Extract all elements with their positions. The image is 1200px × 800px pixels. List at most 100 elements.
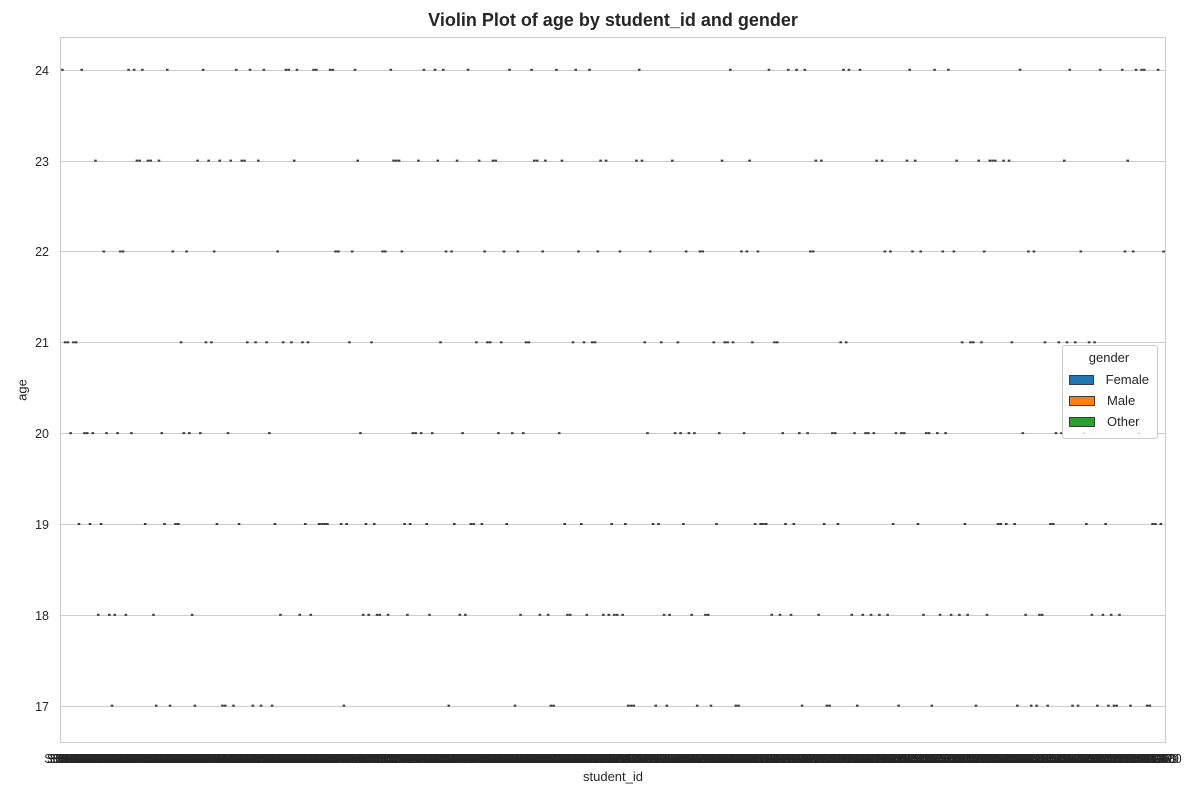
x-tick-label: S0267	[778, 752, 814, 766]
x-tick-label: S0161	[486, 752, 522, 766]
x-tick-label: S0039	[149, 752, 185, 766]
x-tick-label: S0004	[53, 752, 89, 766]
x-tick-label: S0208	[616, 752, 652, 766]
x-tick-label: S0358	[1030, 752, 1066, 766]
x-tick-label: S0065	[221, 752, 257, 766]
x-tick-label: S0355	[1021, 752, 1057, 766]
x-tick-label: S0391	[1121, 752, 1157, 766]
x-tick-label: S0381	[1093, 752, 1129, 766]
x-tick-label: S0180	[538, 752, 574, 766]
x-tick-label: S0079	[260, 752, 296, 766]
x-tick-label: S0280	[814, 752, 850, 766]
x-tick-label: S0135	[414, 752, 450, 766]
x-tick-label: S0286	[831, 752, 867, 766]
x-tick-label: S0112	[351, 752, 386, 766]
x-tick-label: S0249	[729, 752, 765, 766]
x-tick-label: S0390	[1118, 752, 1154, 766]
x-tick-label: S0396	[1135, 752, 1171, 766]
x-tick-label: S0172	[516, 752, 552, 766]
x-tick-labels: S0001S0002S0003S0004S0005S0006S0007S0008…	[44, 752, 1181, 766]
x-tick-label: S0229	[674, 752, 710, 766]
x-tick-label: S0103	[326, 752, 362, 766]
x-tick-label: S0160	[483, 752, 519, 766]
x-tick-label: S0101	[320, 752, 356, 766]
x-tick-label: S0009	[66, 752, 102, 766]
x-tick-label: S0287	[834, 752, 870, 766]
x-tick-label: S0147	[447, 752, 483, 766]
x-tick-label: S0216	[638, 752, 674, 766]
x-tick-label: S0128	[395, 752, 431, 766]
x-tick-label: S0019	[94, 752, 130, 766]
x-tick-label: S0038	[146, 752, 182, 766]
x-tick-label: S0289	[839, 752, 875, 766]
x-tick-label: S0186	[555, 752, 591, 766]
x-tick-label: S0146	[445, 752, 481, 766]
x-tick-label: S0220	[649, 752, 685, 766]
x-tick-label: S0026	[113, 752, 149, 766]
x-tick-label: S0348	[1002, 752, 1038, 766]
x-tick-label: S0071	[238, 752, 274, 766]
x-tick-label: S0251	[734, 752, 770, 766]
x-tick-label: S0332	[958, 752, 994, 766]
x-tick-label: S0084	[273, 752, 309, 766]
x-tick-label: S0033	[133, 752, 169, 766]
x-tick-label: S0127	[392, 752, 428, 766]
x-tick-label: S0379	[1088, 752, 1124, 766]
x-tick-label: S0213	[629, 752, 665, 766]
x-tick-label: S0219	[646, 752, 682, 766]
x-tick-label: S0090	[290, 752, 326, 766]
x-tick-label: S0041	[155, 752, 191, 766]
x-tick-label: S0314	[908, 752, 944, 766]
x-tick-label: S0053	[188, 752, 224, 766]
x-tick-label: S0024	[108, 752, 144, 766]
x-tick-label: S0361	[1038, 752, 1074, 766]
x-tick-label: S0292	[847, 752, 883, 766]
x-tick-label: S0349	[1005, 752, 1041, 766]
x-tick-label: S0352	[1013, 752, 1049, 766]
x-tick-label: S0230	[676, 752, 712, 766]
x-tick-label: S0165	[497, 752, 533, 766]
x-tick-label: S0313	[905, 752, 941, 766]
legend-item-other: Other	[1069, 411, 1149, 432]
x-tick-label: S0007	[61, 752, 97, 766]
x-tick-label: S0074	[246, 752, 282, 766]
x-tick-label: S0344	[991, 752, 1027, 766]
x-tick-label: S0081	[265, 752, 301, 766]
x-tick-label: S0369	[1060, 752, 1096, 766]
x-tick-label: S0163	[491, 752, 527, 766]
x-tick-label: S0237	[696, 752, 732, 766]
legend: gender Female Male Other	[1062, 345, 1158, 439]
y-tick-label-22: 22	[35, 245, 49, 259]
x-tick-label: S0317	[916, 752, 952, 766]
x-tick-label: S0262	[765, 752, 801, 766]
x-tick-label: S0363	[1043, 752, 1079, 766]
x-tick-label: S0014	[80, 752, 116, 766]
x-tick-label: S0156	[472, 752, 508, 766]
x-tick-label: S0359	[1032, 752, 1068, 766]
x-tick-label: S0393	[1126, 752, 1162, 766]
x-tick-label: S0305	[883, 752, 919, 766]
x-tick-label: S0120	[373, 752, 409, 766]
x-tick-label: S0042	[157, 752, 193, 766]
x-tick-label: S0252	[737, 752, 773, 766]
x-tick-label: S0279	[812, 752, 848, 766]
y-tick-label-24: 24	[35, 64, 49, 78]
x-tick-label: S0254	[743, 752, 779, 766]
x-tick-label: S0333	[961, 752, 997, 766]
legend-item-female: Female	[1069, 369, 1149, 390]
x-tick-label: S0366	[1052, 752, 1088, 766]
x-tick-label: S0341	[983, 752, 1019, 766]
x-tick-label: S0133	[409, 752, 445, 766]
x-tick-label: S0221	[652, 752, 688, 766]
x-tick-label: S0306	[886, 752, 922, 766]
x-tick-label: S0108	[340, 752, 376, 766]
x-tick-label: S0055	[193, 752, 229, 766]
x-tick-label: S0012	[75, 752, 111, 766]
x-tick-label: S0144	[439, 752, 475, 766]
x-tick-label: S0122	[378, 752, 414, 766]
x-tick-label: S0354	[1019, 752, 1055, 766]
x-tick-label: S0183	[547, 752, 583, 766]
x-tick-label: S0025	[111, 752, 147, 766]
x-tick-label: S0232	[682, 752, 718, 766]
